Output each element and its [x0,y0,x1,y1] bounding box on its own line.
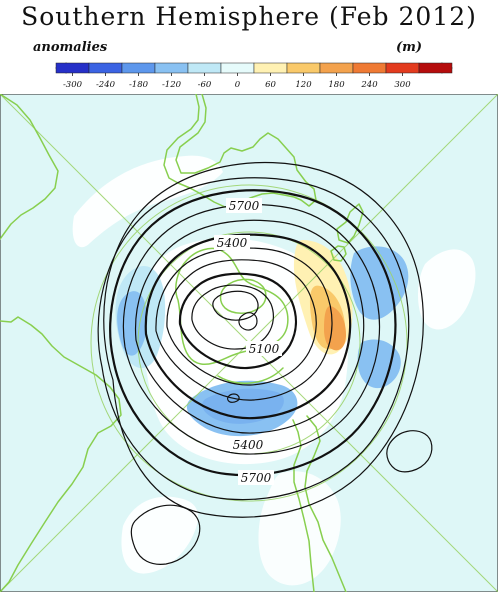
contour-outer-2 [97,177,410,501]
contour-5100 [178,272,297,370]
chart-title: Southern Hemisphere (Feb 2012) [21,2,477,31]
new-zealand-north [336,203,364,244]
negative-anomaly-southeast [357,339,401,389]
contour-label-5700-top: 5700 [229,199,260,213]
legend-units-label: anomalies [33,40,108,55]
indian-ocean-coast [304,415,347,593]
map-svg: 5700 5400 5100 5400 5700 [0,93,498,593]
colorbar-label-3: -120 [162,80,182,90]
contour-label-bg-1 [226,198,262,213]
contour-southwest-closed [130,504,201,565]
contour-label-bg-3 [246,341,282,356]
africa-coast [0,316,122,593]
contour-center-ring [191,284,274,350]
colorbar-label-4: -60 [198,80,212,90]
colorbar-segment-5 [220,62,255,74]
grid-circle-outer [90,184,408,502]
colorbar-segment-10 [385,62,420,74]
colorbar-segment-7 [286,62,321,74]
colorbar-label-10: 300 [394,80,411,90]
colorbar-svg: -300 -240 -180 -120 -60 0 60 120 180 240 300 [55,62,453,90]
contour-label-5100-center: 5100 [249,342,280,356]
colorbar-label-5: 0 [235,80,241,90]
southern-coast-arc [217,367,284,384]
contour-mid-2 [134,219,365,434]
neutral-right [417,249,476,330]
positive-anomaly-peak [324,305,346,351]
colorbar-label-9: 240 [360,80,378,90]
contour-label-5400-top: 5400 [217,236,248,250]
colorbar-segment-8 [319,62,354,74]
contour-5700 [109,189,397,477]
colorbar-label-2: -180 [129,80,149,90]
contour-5400 [144,233,352,420]
contour-label-5700-bottom: 5700 [241,471,272,485]
colorbar-segment-4 [187,62,222,74]
map-panel: 5700 5400 5100 5400 5700 [0,93,498,593]
contour-center-core [212,290,259,321]
contour-label-5400-bottom: 5400 [233,438,264,452]
south-america-coast [0,93,59,240]
colorbar-label-1: -240 [96,80,116,90]
antarctica-coast [175,247,289,366]
colorbar: -300 -240 -180 -120 -60 0 60 120 180 240 300 [44,60,464,96]
contour-outer-1 [103,161,424,518]
new-zealand-south [330,245,347,262]
contour-inner-1 [155,247,333,401]
colorbar-segment-2 [121,62,156,74]
legend-unit-m-label: (m) [396,40,423,55]
colorbar-segment-1 [88,62,123,74]
contour-inner-2 [166,259,317,386]
contour-center-small [238,312,258,331]
contour-label-bg-2 [214,235,250,250]
neutral-bottom [258,471,341,586]
colorbar-label-7: 120 [295,80,312,90]
colorbar-segment-9 [352,62,387,74]
coastlines [0,93,364,593]
colorbar-segment-3 [154,62,189,74]
colorbar-label-8: 180 [328,80,345,90]
contour-small-south [227,393,240,403]
madagascar-coast [292,419,315,593]
contour-label-bg-5 [238,470,274,485]
colorbar-segment-0 [55,62,90,74]
contour-label-bg-4 [230,437,266,452]
australia-coast [163,93,317,208]
colorbar-segment-11 [418,62,453,74]
antarctica-inner-shelf [219,278,267,314]
contour-labels: 5700 5400 5100 5400 5700 [214,198,282,485]
negative-anomaly-south [186,380,298,437]
colorbar-segment-6 [253,62,288,74]
colorbar-label-6: 60 [265,80,276,90]
contour-mid-1 [122,204,381,455]
geopotential-contours [97,161,433,565]
contour-east-closed [386,430,433,473]
colorbar-label-0: -300 [63,80,83,90]
